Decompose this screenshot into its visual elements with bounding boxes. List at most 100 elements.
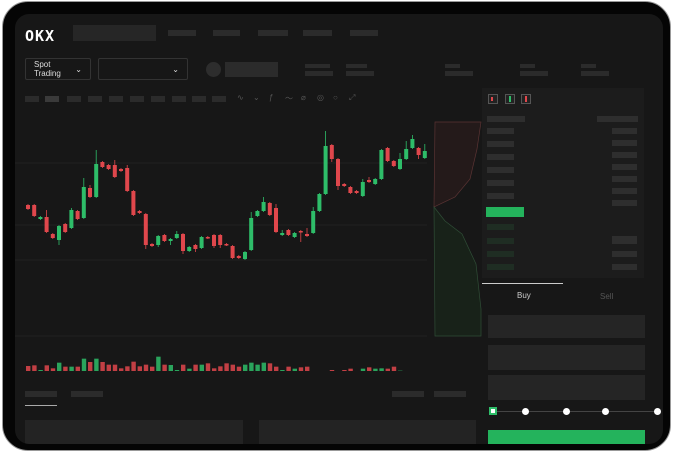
candle-body <box>81 187 86 218</box>
target-icon[interactable]: ◎ <box>317 93 324 102</box>
amount-input[interactable] <box>488 345 645 370</box>
filter-button[interactable] <box>434 391 466 397</box>
candle-body <box>367 180 371 182</box>
candle-body <box>137 211 142 213</box>
depth-asks <box>433 121 482 208</box>
timeframe-button[interactable] <box>130 96 144 102</box>
candle-body <box>342 184 347 186</box>
slider-stop[interactable] <box>602 408 609 415</box>
candle-body <box>311 211 316 233</box>
timeframe-button[interactable] <box>151 96 165 102</box>
book-bids-icon[interactable] <box>505 94 515 104</box>
price-input[interactable] <box>488 315 645 338</box>
formula-icon[interactable]: ƒ <box>269 93 274 102</box>
volume-bar <box>174 370 180 371</box>
candle-body <box>75 211 80 219</box>
filter-button[interactable] <box>392 391 424 397</box>
tab-open-orders[interactable] <box>25 391 57 397</box>
circle-icon[interactable]: ○ <box>333 93 338 102</box>
volume-bar <box>286 366 291 371</box>
slider-track[interactable] <box>493 411 658 412</box>
tab-history[interactable] <box>71 391 103 397</box>
search-bar[interactable] <box>73 25 156 41</box>
fullscreen-icon[interactable]: ⤢ <box>349 93 356 102</box>
timeframe-button[interactable] <box>109 96 123 102</box>
slider-handle[interactable] <box>489 407 497 415</box>
timeframe-button[interactable] <box>212 96 226 102</box>
candle-body <box>373 179 378 184</box>
candle-body <box>385 148 390 161</box>
candle-body <box>305 234 309 236</box>
timeframe-button[interactable] <box>88 96 102 102</box>
ask-price <box>487 193 514 199</box>
timeframe-button[interactable] <box>192 96 206 102</box>
candle-body <box>391 161 396 166</box>
slider-stop[interactable] <box>522 408 529 415</box>
candle-body <box>292 233 297 237</box>
candle-body <box>336 159 340 186</box>
volume-bar <box>274 366 279 371</box>
timeframe-button[interactable] <box>45 96 59 102</box>
nav-item[interactable] <box>213 30 240 36</box>
candle-body <box>199 237 204 248</box>
volume-bar <box>212 368 217 371</box>
timeframe-button[interactable] <box>25 96 39 102</box>
tab-underline <box>482 283 563 284</box>
volume-bar <box>63 366 68 371</box>
slider-stop[interactable] <box>654 408 661 415</box>
pair-dropdown[interactable]: ⌄ <box>98 58 188 80</box>
candle-body <box>193 245 198 249</box>
book-asks-icon[interactable] <box>521 94 531 104</box>
candlestick-chart[interactable] <box>15 109 485 371</box>
volume-bar <box>32 365 37 371</box>
timeframe-button[interactable] <box>172 96 186 102</box>
tab-buy[interactable]: Buy <box>517 291 531 300</box>
book-both-icon[interactable] <box>488 94 498 104</box>
line-style-icon[interactable]: ∿ <box>237 93 244 102</box>
volume-bar <box>329 370 335 371</box>
pencil-icon[interactable]: ⌀ <box>301 93 306 102</box>
stat-value <box>305 71 333 76</box>
volume-bar <box>249 362 254 371</box>
candle-body <box>63 224 68 232</box>
volume-bar <box>75 366 80 371</box>
volume-bar <box>112 364 118 371</box>
total-input[interactable] <box>488 375 645 400</box>
buy-button[interactable] <box>488 430 645 444</box>
nav-item[interactable] <box>350 30 378 36</box>
volume-bar <box>243 364 248 371</box>
volume-bar <box>57 362 62 371</box>
candle-body <box>218 235 223 245</box>
volume-bar <box>298 367 304 371</box>
volume-bar <box>236 366 242 371</box>
app-screen: OKX Spot Trading ⌄ ⌄ ∿ ⌄ ƒ 〜 ⌀ ◎ ○ ⤢ Buy Sell <box>15 14 663 444</box>
candle-body <box>162 235 167 241</box>
candle-body <box>224 244 229 246</box>
stat-value <box>581 71 609 76</box>
nav-item[interactable] <box>168 30 196 36</box>
nav-item[interactable] <box>303 30 332 36</box>
last-price <box>486 207 524 217</box>
slider-stop[interactable] <box>563 408 570 415</box>
stat-label <box>520 64 535 68</box>
chevron-down-icon: ⌄ <box>172 64 179 74</box>
volume-bar <box>199 364 204 371</box>
indicator-icon[interactable]: ⌄ <box>253 93 260 102</box>
tab-sell[interactable]: Sell <box>600 292 614 301</box>
volume-bar <box>379 368 384 371</box>
volume-bar <box>119 368 124 371</box>
ask-size <box>612 164 637 170</box>
coin-icon <box>206 62 221 77</box>
timeframe-button[interactable] <box>67 96 81 102</box>
candle-body <box>69 210 74 228</box>
nav-item[interactable] <box>258 30 288 36</box>
volume-bar <box>125 366 130 371</box>
candle-body <box>187 247 192 251</box>
trading-mode-dropdown[interactable]: Spot Trading ⌄ <box>25 58 91 80</box>
bid-price <box>487 251 514 257</box>
stat-label <box>346 64 367 68</box>
wave-icon[interactable]: 〜 <box>285 94 293 103</box>
volume-bar <box>267 363 273 371</box>
candle-body <box>174 234 179 238</box>
candle-body <box>38 217 43 219</box>
